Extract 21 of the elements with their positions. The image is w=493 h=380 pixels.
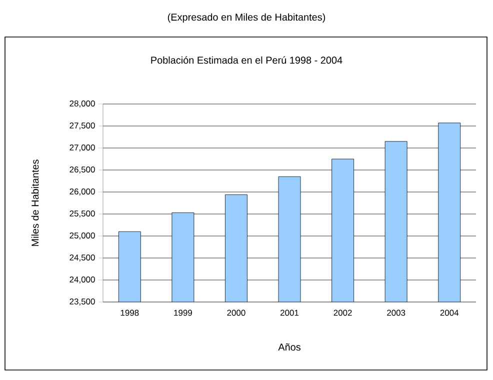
chart-title: Población Estimada en el Perú 1998 - 2004 (151, 56, 342, 64)
y-tick-label: 27,000 (70, 144, 95, 152)
x-tick-label: 2000 (227, 310, 246, 316)
x-tick-label: 2003 (387, 310, 406, 316)
y-tick-label: 27,500 (70, 122, 95, 130)
y-tick-label: 24,000 (70, 276, 95, 284)
x-tick-label: 2004 (440, 310, 459, 316)
y-axis-title: Miles de Habitantes (31, 160, 39, 246)
y-tick-label: 25,000 (70, 232, 95, 240)
y-tick-label: 26,000 (70, 188, 95, 196)
x-axis-title: Años (278, 343, 300, 351)
x-tick-label: 2002 (334, 310, 352, 316)
x-tick-label: 1998 (120, 310, 139, 316)
chart-subtitle: (Expresado en Miles de Habitantes) (168, 13, 326, 23)
x-tick-label: 2001 (280, 310, 299, 316)
y-tick-label: 23,500 (70, 298, 95, 306)
y-tick-label: 26,500 (70, 166, 95, 174)
y-tick-label: 28,000 (70, 100, 95, 108)
y-tick-label: 24,500 (70, 254, 95, 262)
x-tick-label: 1999 (174, 310, 192, 316)
y-tick-label: 25,500 (70, 210, 95, 218)
